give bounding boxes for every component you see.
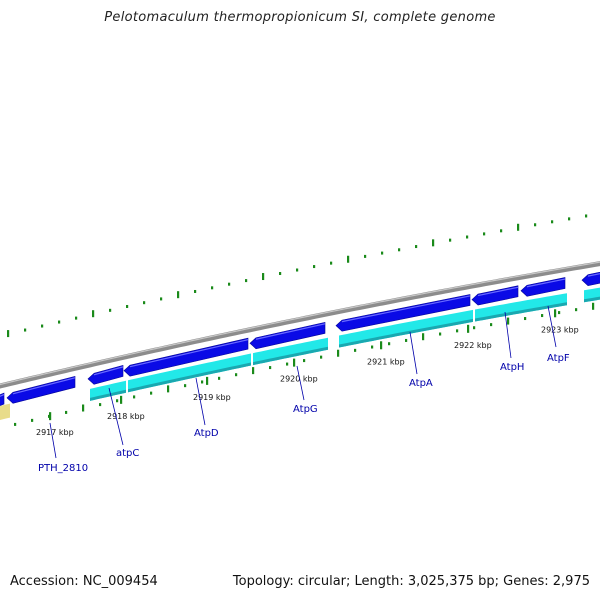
gene-label-atpd: AtpD	[194, 428, 219, 439]
gene-arrow-8	[581, 271, 600, 286]
scale-tick	[293, 358, 296, 367]
gene-arrow-5	[335, 294, 471, 332]
accession-text: Accession: NC_009454	[10, 574, 158, 589]
gene-label-atpa: AtpA	[409, 378, 433, 389]
label-leader	[195, 377, 206, 426]
gene-arrow-7	[520, 277, 566, 297]
gene-label-pth_2810: PTH_2810	[38, 463, 88, 474]
gene-arrow-3	[123, 337, 249, 377]
feature-yellow	[0, 403, 10, 420]
label-leader	[547, 305, 557, 348]
gene-label-atpf: AtpF	[547, 353, 570, 364]
gene-label-atph: AtpH	[500, 362, 524, 373]
label-leader	[296, 365, 305, 401]
label-leader	[49, 422, 57, 459]
gc-dots	[7, 214, 595, 426]
scale-tick-label: 2922 kbp	[454, 341, 492, 350]
gene-label-atpg: AtpG	[293, 404, 318, 415]
backbone-line	[0, 261, 600, 389]
gene-label-atpc: atpC	[116, 448, 139, 459]
scale-tick	[120, 395, 123, 404]
label-leader	[504, 311, 512, 359]
scale-tick-label: 2923 kbp	[541, 325, 579, 334]
scale-tick	[206, 376, 209, 385]
topology-stats: Topology: circular; Length: 3,025,375 bp…	[232, 574, 590, 589]
label-leader	[409, 331, 418, 375]
gene-labels: PTH_2810 atpC AtpD AtpG AtpA AtpH AtpF	[38, 305, 570, 474]
scale-tick	[49, 412, 52, 421]
scale-tick	[380, 341, 383, 350]
map-title: Pelotomaculum thermopropionicum SI, comp…	[104, 10, 496, 25]
scale-tick	[467, 324, 470, 333]
gene-arrow-6	[471, 285, 519, 306]
gene-arrow-1	[6, 375, 76, 404]
scale-tick-label: 2918 kbp	[107, 412, 145, 421]
scale-tick-label: 2917 kbp	[36, 428, 74, 437]
scale-tick-label: 2921 kbp	[367, 357, 405, 366]
gene-track	[0, 271, 600, 420]
gene-arrow-4	[249, 321, 326, 350]
label-leader	[108, 387, 124, 446]
scale-ticks: 2917 kbp 2918 kbp 2919 kbp 2920 kbp 2921 kbp…	[36, 309, 579, 437]
scale-tick	[554, 309, 557, 318]
scale-tick-label: 2920 kbp	[280, 375, 318, 384]
gene-arrow-2	[87, 364, 124, 385]
scale-tick-label: 2919 kbp	[193, 393, 231, 402]
